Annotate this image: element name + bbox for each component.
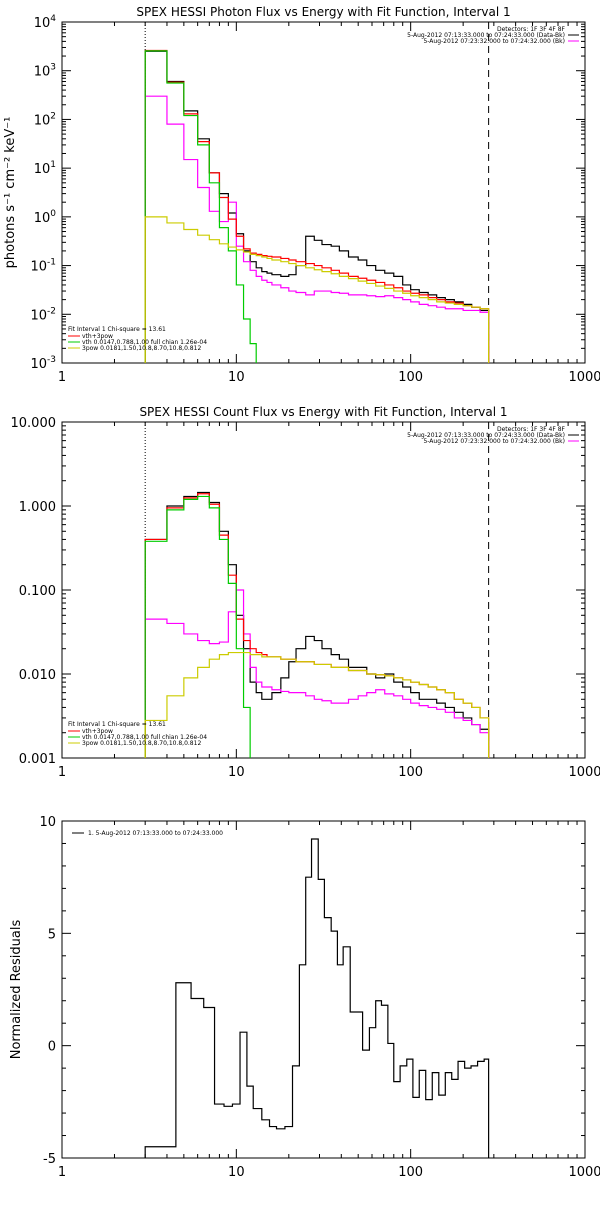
y-tick-base: 10: [30, 357, 47, 372]
legend-label: 3pow 0.0181,1.50,10.8,8.70,10.8,0.812: [82, 345, 201, 352]
y-axis: [62, 24, 585, 363]
x-tick-label: 1: [58, 1165, 66, 1180]
y-tick-label: 10-1: [30, 258, 56, 275]
chart-title: SPEX HESSI Photon Flux vs Energy with Fi…: [136, 5, 510, 19]
y-tick-label: 103: [34, 63, 56, 80]
x-tick-label: 1000: [568, 370, 600, 385]
plot-frame: [62, 821, 585, 1158]
x-tick-label: 1000: [568, 765, 600, 780]
x-tick-label: 100: [398, 370, 423, 385]
y-tick-label: 101: [34, 160, 56, 177]
y-axis-label: photons s⁻¹ cm⁻² keV⁻¹: [3, 117, 18, 269]
x-tick-label: 100: [398, 765, 423, 780]
series-line-2: [145, 51, 488, 364]
series-layer: [145, 51, 488, 364]
y-tick-label: 104: [34, 14, 57, 31]
y-tick-exponent: 1: [50, 160, 56, 170]
y-tick-exponent: -3: [47, 355, 56, 365]
y-tick-base: 10: [30, 260, 47, 275]
y-tick-label: 100: [34, 209, 57, 226]
x-tick-label: 10: [228, 1165, 245, 1180]
x-tick-label: 1: [58, 765, 66, 780]
y-tick-exponent: 3: [50, 63, 56, 73]
y-tick-label: 0.100: [19, 584, 56, 599]
series-line-0: [145, 51, 488, 363]
series-line-3: [145, 496, 250, 758]
x-axis: [62, 422, 585, 758]
series-line-3: [145, 51, 256, 363]
x-axis: [62, 821, 585, 1158]
y-tick-base: 10: [34, 162, 51, 177]
y-tick-base: 10: [34, 211, 51, 226]
header-line: 5-Aug-2012 07:23:32.000 to 07:24:32.000 …: [423, 438, 565, 445]
y-tick-base: 10: [34, 16, 51, 31]
y-tick-label: 0.001: [19, 752, 56, 767]
y-tick-exponent: 2: [50, 111, 56, 121]
legend-header: Fit Interval 1 Chi-square = 13.61: [68, 326, 166, 333]
y-tick-label: 5: [48, 927, 56, 942]
x-tick-label: 100: [398, 1165, 423, 1180]
y-axis: [62, 821, 585, 1158]
chart-panel-2: 1 10 100 1000 0.001 0.010 0.100 1.000 10.000 SPEX…: [11, 405, 600, 780]
x-tick-label: 10: [228, 370, 245, 385]
series-layer: [145, 839, 488, 1158]
chart-panel-3: 1 10 100 1000 -5 0 5 10 Normalized Residuals 1. 5…: [9, 815, 600, 1180]
y-tick-label: 10.000: [11, 416, 57, 431]
y-axis: [62, 426, 585, 758]
legend: Fit Interval 1 Chi-square = 13.61vth+3po…: [68, 326, 207, 352]
y-tick-label: 0: [48, 1040, 56, 1055]
y-tick-label: -5: [43, 1152, 56, 1167]
chart-title: SPEX HESSI Count Flux vs Energy with Fit…: [139, 405, 507, 419]
y-tick-label: 10: [39, 815, 56, 830]
series-line-1: [145, 590, 488, 758]
x-axis: [62, 22, 585, 363]
y-tick-exponent: -1: [47, 258, 56, 268]
y-tick-label: 10-2: [30, 306, 56, 323]
legend-header: Fit Interval 1 Chi-square = 13.61: [68, 721, 166, 728]
y-tick-base: 10: [34, 113, 51, 128]
legend: 1. 5-Aug-2012 07:13:33.000 to 07:24:33.0…: [72, 830, 223, 837]
series-line-0: [145, 492, 488, 758]
plot-frame: [62, 22, 585, 363]
y-tick-base: 10: [30, 308, 47, 323]
y-tick-label: 1.000: [19, 500, 56, 515]
y-tick-label: 102: [34, 111, 56, 128]
series-line-2: [145, 494, 488, 758]
x-tick-label: 1: [58, 370, 66, 385]
legend-label: 1. 5-Aug-2012 07:13:33.000 to 07:24:33.0…: [88, 830, 223, 837]
plot-frame: [62, 422, 585, 758]
legend: Fit Interval 1 Chi-square = 13.61vth+3po…: [68, 721, 207, 747]
y-tick-exponent: 4: [50, 14, 56, 24]
header-line: 5-Aug-2012 07:23:32.000 to 07:24:32.000 …: [423, 38, 565, 45]
y-tick-exponent: 0: [50, 209, 56, 219]
x-tick-label: 1000: [568, 1165, 600, 1180]
y-tick-base: 10: [34, 65, 51, 80]
y-tick-label: 10-3: [30, 355, 56, 372]
y-tick-exponent: -2: [47, 306, 56, 316]
legend-label: 3pow 0.0181,1.50,10.8,8.70,10.8,0.812: [82, 740, 201, 747]
y-tick-label: 0.010: [19, 668, 56, 683]
series-line-0: [145, 839, 488, 1158]
series-layer: [145, 492, 488, 758]
x-tick-label: 10: [228, 765, 245, 780]
y-axis-label: Normalized Residuals: [9, 920, 24, 1060]
